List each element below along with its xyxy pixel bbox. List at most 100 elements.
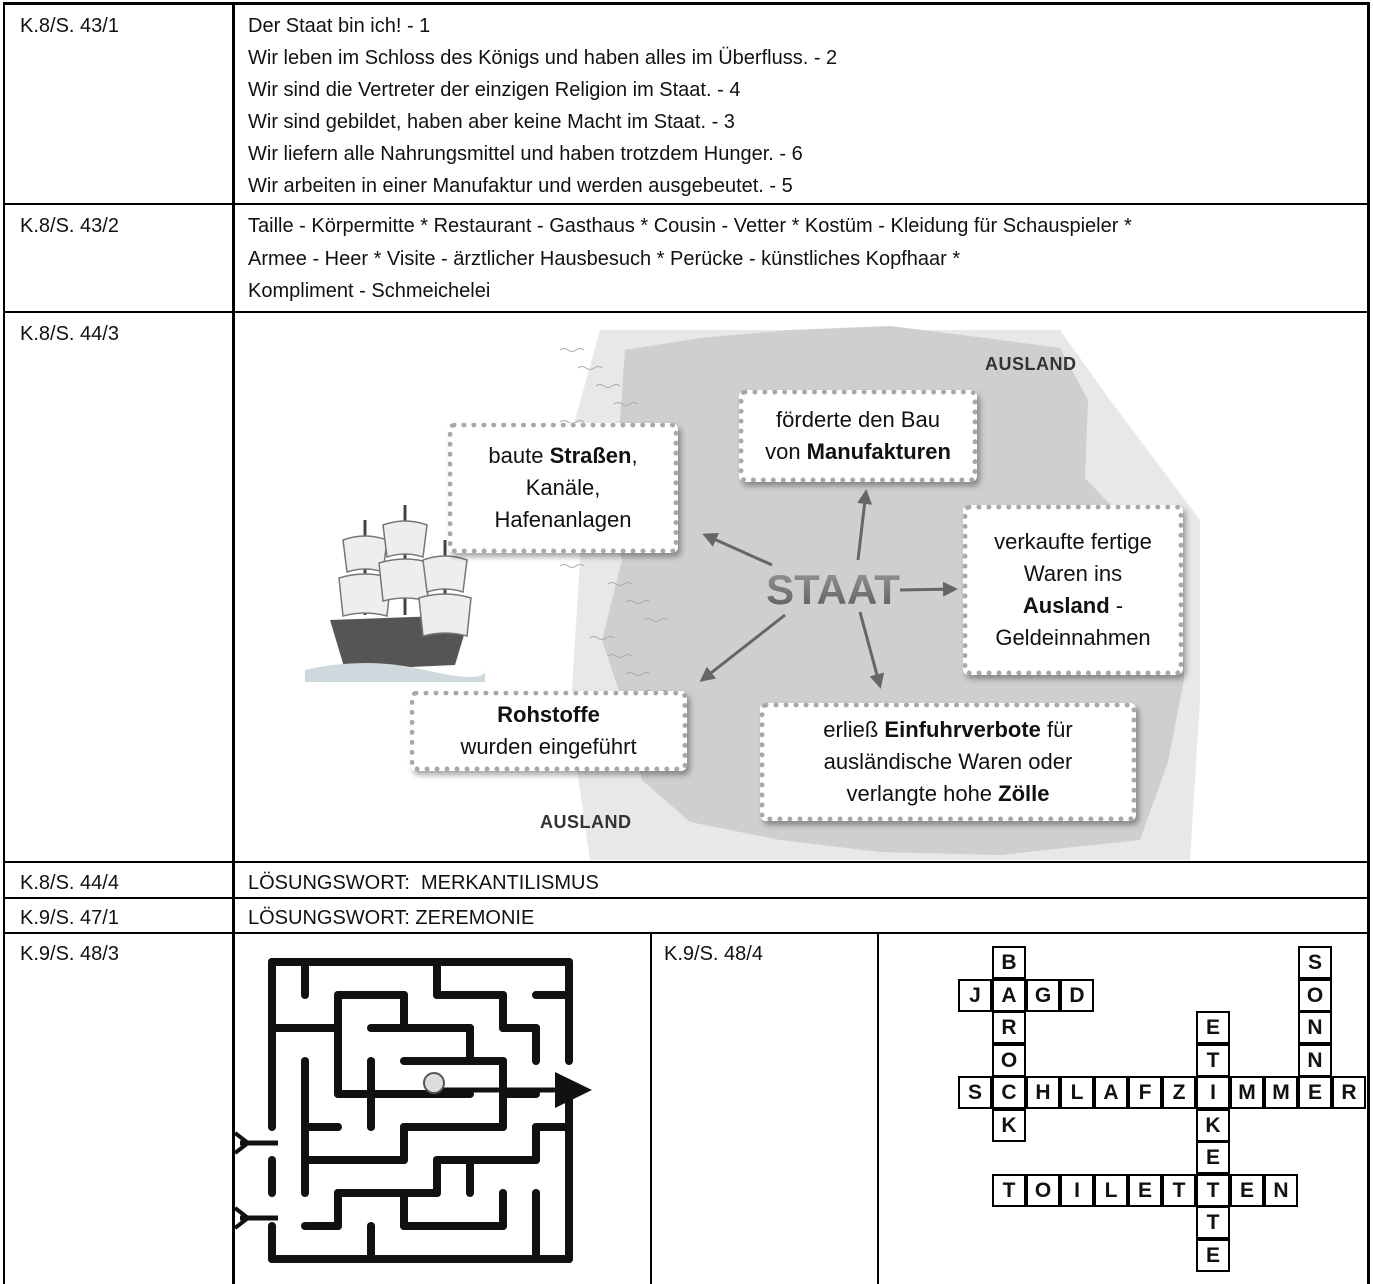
crossword-cell: T [1196, 1043, 1230, 1077]
box-line: Hafenanlagen [453, 504, 673, 536]
arrow [858, 611, 885, 689]
crossword-cell: E [1196, 1238, 1230, 1272]
row-reference: K.9/S. 48/3 [20, 943, 119, 965]
wave [613, 402, 639, 406]
solution-word: LÖSUNGSWORT: MERKANTILISMUS [248, 872, 599, 894]
table-rule [3, 861, 1370, 863]
crossword-cell: O [992, 1043, 1026, 1077]
crossword-cell: K [992, 1108, 1026, 1142]
table-rule [232, 2, 235, 1284]
arrow [702, 533, 773, 567]
crossword-cell: E [1298, 1076, 1332, 1109]
crossword-cell: O [1298, 978, 1332, 1012]
box-line: erließ Einfuhrverbote für [765, 714, 1131, 746]
diagram-box: baute Straßen, Kanäle, Hafenanlagen [448, 423, 678, 553]
crossword-cell: E [1128, 1173, 1162, 1207]
ship-sail [338, 535, 392, 617]
crossword-cell: R [992, 1011, 1026, 1044]
solution-word: LÖSUNGSWORT: ZEREMONIE [248, 907, 535, 929]
crossword-cell: F [1128, 1076, 1162, 1109]
crossword-cell: E [1196, 1011, 1230, 1044]
box-text: Kanäle, [525, 475, 601, 500]
box-text: förderte den Bau [776, 407, 940, 432]
box-text: wurden eingeführt [460, 734, 637, 759]
diagram-box: förderte den Bau von Manufakturen [739, 390, 977, 482]
maze [235, 958, 592, 1263]
box-text: baute [488, 443, 550, 468]
box-line: verlangte hohe Zölle [765, 778, 1131, 810]
crossword-cell: T [992, 1173, 1026, 1207]
table-rule [877, 933, 879, 1284]
crossword-cell: A [992, 978, 1026, 1012]
crossword-cell: B [992, 946, 1026, 979]
box-text: Hafenanlagen [494, 507, 632, 532]
crossword-cell: S [958, 1076, 992, 1109]
crossword-cell: L [1094, 1173, 1128, 1207]
row-reference: K.9/S. 48/4 [664, 943, 763, 965]
crossword-cell: E [1196, 1141, 1230, 1174]
box-text: Geldeinnahmen [995, 625, 1151, 650]
box-text: von [765, 439, 807, 464]
wave [559, 564, 585, 568]
box-line: ausländische Waren oder [765, 746, 1131, 778]
wave [559, 348, 585, 352]
crossword-cell: J [958, 978, 992, 1012]
crossword-cell: N [1298, 1011, 1332, 1044]
box-line: Rohstoffe [415, 699, 682, 731]
wave [589, 636, 615, 640]
box-line: förderte den Bau [744, 404, 972, 436]
box-line: verkaufte fertige [968, 526, 1178, 558]
crossword-cell: E [1230, 1173, 1264, 1207]
table-rule [3, 311, 1370, 313]
crossword-cell: M [1230, 1076, 1264, 1109]
box-line: baute Straßen, [453, 440, 673, 472]
region-label: AUSLAND [540, 812, 632, 832]
box-text: für [1040, 717, 1073, 742]
table-rule [3, 203, 1370, 205]
wave [607, 582, 633, 586]
crossword-cell: N [1264, 1173, 1298, 1207]
crossword-cell: N [1298, 1043, 1332, 1077]
crossword-cell: L [1060, 1076, 1094, 1109]
crossword-cell: T [1162, 1173, 1196, 1207]
table-rule [3, 2, 5, 1284]
box-text: Waren ins [1023, 561, 1123, 586]
answer-line: Armee - Heer * Visite - ärztlicher Hausb… [248, 247, 961, 270]
crossword-cell: T [1196, 1173, 1230, 1207]
table-rule [1367, 2, 1370, 1284]
wave [595, 384, 621, 388]
row-reference: K.8/S. 44/3 [20, 323, 119, 345]
box-line: Geldeinnahmen [968, 622, 1178, 654]
row-reference: K.9/S. 47/1 [20, 907, 119, 929]
crossword-cell: I [1060, 1173, 1094, 1207]
entry-arrow [235, 1131, 252, 1155]
crossword-cell: M [1264, 1076, 1298, 1109]
box-text: - [1109, 593, 1124, 618]
box-line: wurden eingeführt [415, 731, 682, 763]
arrow [699, 613, 786, 682]
crossword-cell: S [1298, 946, 1332, 979]
crossword-cell: G [1026, 978, 1060, 1012]
ship-sail [418, 555, 472, 637]
box-text-bold: Manufakturen [806, 439, 951, 464]
row-reference: K.8/S. 43/1 [20, 15, 119, 37]
answer-line: Der Staat bin ich! - 1 [248, 15, 431, 37]
answer-line: Wir arbeiten in einer Manufaktur und wer… [248, 175, 793, 197]
crossword-cell: O [1026, 1173, 1060, 1207]
box-text: verlangte hohe [846, 781, 999, 806]
row-reference: K.8/S. 43/2 [20, 215, 119, 237]
crossword-cell: R [1332, 1076, 1366, 1109]
diagram-box: erließ Einfuhrverbote für ausländische Wa… [760, 703, 1136, 821]
answer-line: Wir leben im Schloss des Königs und habe… [248, 47, 838, 69]
box-text: erließ [823, 717, 885, 742]
table-rule [3, 897, 1370, 899]
box-line: Ausland - [968, 590, 1178, 622]
crossword-cell: I [1196, 1076, 1230, 1109]
box-line: Kanäle, [453, 472, 673, 504]
answer-line: Kompliment - Schmeichelei [248, 280, 491, 302]
crossword-cell: Z [1162, 1076, 1196, 1109]
answer-line: Taille - Körpermitte * Restaurant - Gast… [248, 215, 1132, 237]
diagram-box: Rohstoffe wurden eingeführt [410, 691, 687, 771]
